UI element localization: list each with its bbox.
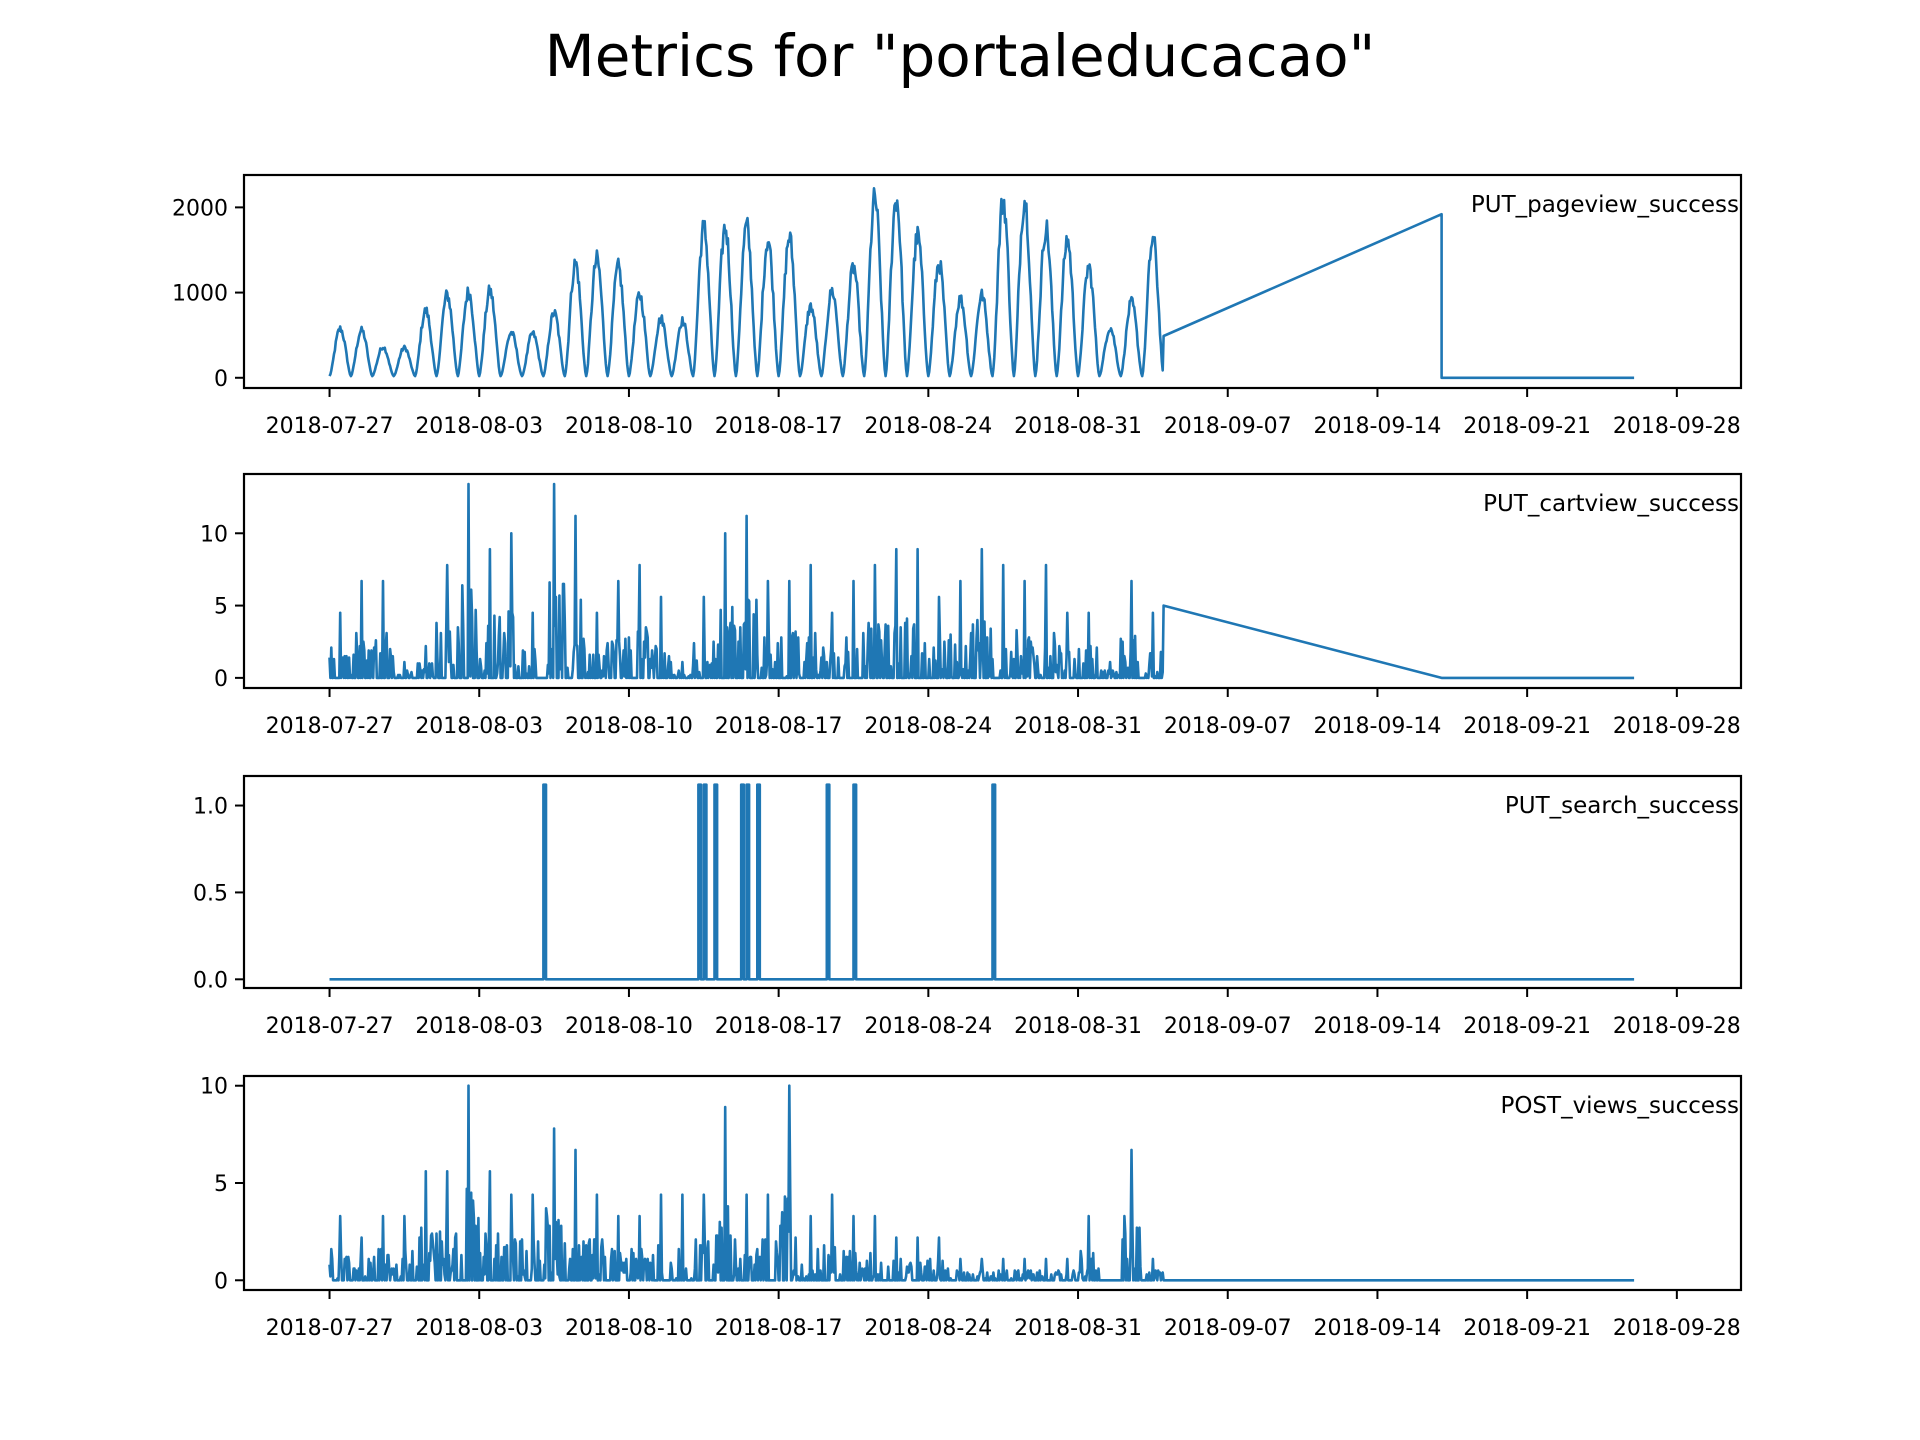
x-tick-label: 2018-09-28 [1613,1014,1741,1039]
y-tick-label: 5 [214,595,228,620]
x-tick-label: 2018-09-14 [1314,714,1442,739]
panel-label-3: PUT_search_success [1505,793,1739,819]
x-tick-label: 2018-08-03 [415,414,543,439]
x-tick-label: 2018-08-03 [415,714,543,739]
axes-frame-1 [242,173,1743,390]
series-line-3 [329,783,1635,981]
y-tick-label: 0 [214,667,228,692]
x-tick-label: 2018-09-28 [1613,714,1741,739]
x-tick-label: 2018-07-27 [266,1014,394,1039]
x-tick-label: 2018-07-27 [266,414,394,439]
series-line-1 [328,187,1635,380]
y-tick-label: 5 [214,1172,228,1197]
panel-label-1: PUT_pageview_success [1471,192,1739,218]
x-tick-label: 2018-08-24 [864,714,992,739]
y-tick-label: 1.0 [193,795,228,820]
x-tick-label: 2018-08-31 [1014,714,1142,739]
series-line-2 [328,482,1635,680]
x-tick-label: 2018-08-31 [1014,1014,1142,1039]
x-tick-label: 2018-09-28 [1613,1316,1741,1341]
x-tick-label: 2018-08-24 [864,414,992,439]
x-tick-label: 2018-09-21 [1463,714,1591,739]
x-tick-label: 2018-08-17 [715,414,843,439]
axes-frame-2 [242,472,1743,690]
x-tick-label: 2018-08-10 [565,1316,693,1341]
x-tick-label: 2018-09-21 [1463,1316,1591,1341]
x-tick-label: 2018-09-07 [1164,714,1292,739]
x-tick-label: 2018-08-24 [864,1316,992,1341]
y-tick-label: 0.0 [193,968,228,993]
chart-title: Metrics for "portaleducacao" [544,22,1376,90]
y-tick-label: 10 [200,1075,228,1100]
y-tick-label: 0 [214,367,228,392]
panel-label-2: PUT_cartview_success [1483,491,1739,517]
x-tick-label: 2018-09-14 [1314,1316,1442,1341]
x-tick-label: 2018-08-10 [565,1014,693,1039]
panel-label-4: POST_views_success [1500,1093,1739,1119]
x-tick-label: 2018-08-17 [715,1014,843,1039]
x-tick-label: 2018-08-10 [565,714,693,739]
y-tick-label: 1000 [172,282,228,307]
x-tick-label: 2018-09-14 [1314,1014,1442,1039]
x-tick-label: 2018-08-10 [565,414,693,439]
y-tick-label: 0.5 [193,881,228,906]
y-tick-label: 0 [214,1269,228,1294]
x-tick-label: 2018-08-03 [415,1014,543,1039]
series-line-4 [328,1084,1635,1282]
x-tick-label: 2018-09-28 [1613,414,1741,439]
y-tick-label: 10 [200,522,228,547]
x-tick-label: 2018-09-07 [1164,1316,1292,1341]
x-tick-label: 2018-09-14 [1314,414,1442,439]
y-tick-label: 2000 [172,196,228,221]
x-tick-label: 2018-09-21 [1463,1014,1591,1039]
x-tick-label: 2018-08-31 [1014,414,1142,439]
x-tick-label: 2018-08-31 [1014,1316,1142,1341]
x-tick-label: 2018-08-17 [715,1316,843,1341]
x-tick-label: 2018-09-07 [1164,414,1292,439]
axes-frame-3 [242,774,1743,990]
x-tick-label: 2018-08-17 [715,714,843,739]
x-tick-label: 2018-08-03 [415,1316,543,1341]
x-tick-label: 2018-08-24 [864,1014,992,1039]
x-tick-label: 2018-09-07 [1164,1014,1292,1039]
x-tick-label: 2018-09-21 [1463,414,1591,439]
x-tick-label: 2018-07-27 [266,714,394,739]
x-tick-label: 2018-07-27 [266,1316,394,1341]
